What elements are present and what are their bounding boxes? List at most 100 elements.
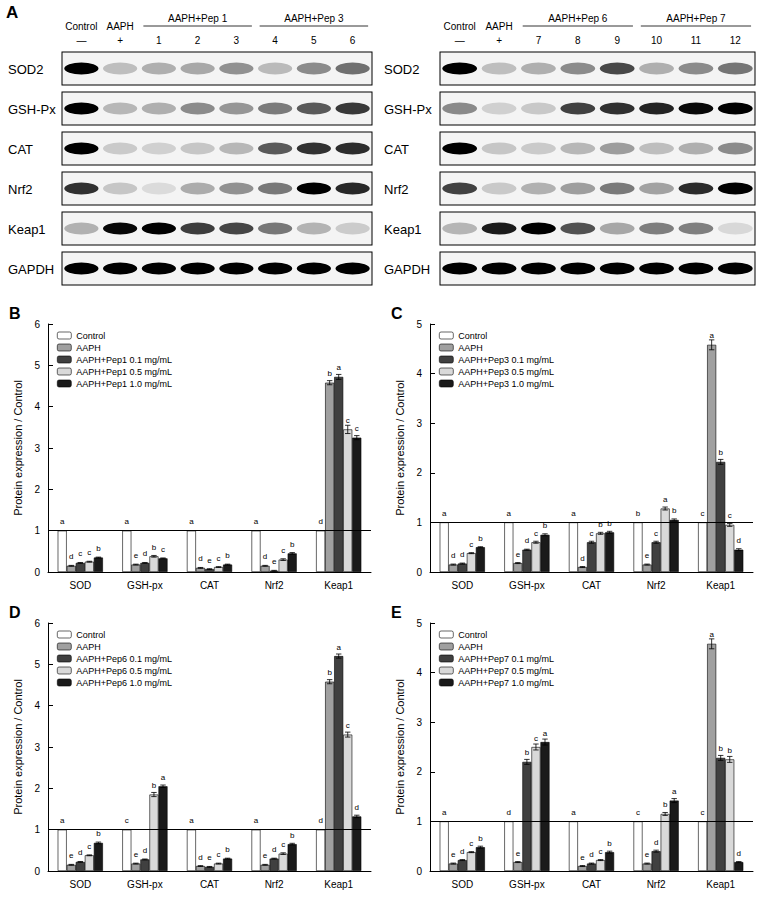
svg-text:AAPH+Pep1 1.0 mg/mL: AAPH+Pep1 1.0 mg/mL xyxy=(76,379,172,389)
svg-text:Control: Control xyxy=(65,21,97,32)
svg-text:AAPH+Pep3 1.0 mg/mL: AAPH+Pep3 1.0 mg/mL xyxy=(458,379,554,389)
svg-text:A: A xyxy=(6,3,18,22)
svg-text:5: 5 xyxy=(34,659,40,670)
svg-text:c: c xyxy=(701,808,705,817)
svg-text:c: c xyxy=(281,546,285,555)
svg-text:d: d xyxy=(198,853,202,862)
svg-text:SOD: SOD xyxy=(69,879,91,890)
svg-text:b: b xyxy=(718,744,723,753)
svg-text:1: 1 xyxy=(156,35,162,46)
svg-text:Nrf2: Nrf2 xyxy=(647,580,666,591)
svg-text:0: 0 xyxy=(416,866,422,877)
svg-text:7: 7 xyxy=(536,35,542,46)
svg-text:b: b xyxy=(598,520,603,529)
svg-text:d: d xyxy=(355,803,359,812)
svg-text:4: 4 xyxy=(272,35,278,46)
svg-text:a: a xyxy=(507,509,512,518)
svg-text:5: 5 xyxy=(416,618,422,629)
svg-text:a: a xyxy=(709,331,714,340)
svg-text:a: a xyxy=(189,816,194,825)
svg-text:d: d xyxy=(143,549,147,558)
svg-text:5: 5 xyxy=(311,35,317,46)
svg-text:D: D xyxy=(9,604,21,621)
svg-text:CAT: CAT xyxy=(582,580,601,591)
svg-text:Protein expression / Control: Protein expression / Control xyxy=(394,679,406,815)
svg-text:CAT: CAT xyxy=(582,879,601,890)
svg-text:b: b xyxy=(152,543,157,552)
svg-text:6: 6 xyxy=(350,35,356,46)
svg-text:2: 2 xyxy=(34,783,40,794)
svg-text:4: 4 xyxy=(34,401,40,412)
svg-text:AAPH: AAPH xyxy=(107,21,134,32)
svg-text:12: 12 xyxy=(730,35,742,46)
svg-text:SOD2: SOD2 xyxy=(8,62,43,77)
svg-text:c: c xyxy=(590,529,594,538)
svg-text:c: c xyxy=(346,416,350,425)
svg-text:GSH-Px: GSH-Px xyxy=(384,102,432,117)
svg-text:2: 2 xyxy=(416,766,422,777)
svg-text:GAPDH: GAPDH xyxy=(8,262,54,277)
svg-text:d: d xyxy=(525,536,529,545)
svg-text:e: e xyxy=(272,557,277,566)
svg-text:AAPH+Pep3 0.1 mg/mL: AAPH+Pep3 0.1 mg/mL xyxy=(458,355,554,365)
svg-text:b: b xyxy=(290,831,295,840)
svg-text:2: 2 xyxy=(416,467,422,478)
svg-text:GAPDH: GAPDH xyxy=(384,262,430,277)
svg-text:AAPH: AAPH xyxy=(485,21,512,32)
svg-text:d: d xyxy=(318,517,322,526)
svg-text:C: C xyxy=(391,305,403,322)
svg-text:c: c xyxy=(87,842,91,851)
svg-text:d: d xyxy=(198,554,202,563)
svg-text:d: d xyxy=(737,536,741,545)
svg-text:b: b xyxy=(152,781,157,790)
svg-text:Control: Control xyxy=(76,331,105,341)
svg-text:AAPH+Pep 3: AAPH+Pep 3 xyxy=(284,13,344,24)
svg-text:e: e xyxy=(207,556,212,565)
svg-text:e: e xyxy=(207,853,212,862)
svg-text:a: a xyxy=(442,808,447,817)
svg-text:c: c xyxy=(125,816,129,825)
svg-text:6: 6 xyxy=(34,319,40,330)
svg-text:d: d xyxy=(654,838,658,847)
svg-text:+: + xyxy=(117,35,123,46)
svg-text:a: a xyxy=(189,517,194,526)
svg-text:2: 2 xyxy=(34,484,40,495)
svg-text:AAPH: AAPH xyxy=(76,642,101,652)
svg-text:c: c xyxy=(599,847,603,856)
svg-text:e: e xyxy=(516,849,521,858)
svg-text:SOD: SOD xyxy=(69,580,91,591)
svg-text:b: b xyxy=(478,534,483,543)
svg-text:e: e xyxy=(69,851,74,860)
svg-text:Control: Control xyxy=(458,630,487,640)
svg-text:b: b xyxy=(672,506,677,515)
svg-text:GSH-Px: GSH-Px xyxy=(8,102,56,117)
svg-text:d: d xyxy=(507,808,511,817)
svg-text:b: b xyxy=(327,668,332,677)
svg-text:c: c xyxy=(78,549,82,558)
svg-text:c: c xyxy=(636,808,640,817)
svg-text:c: c xyxy=(534,529,538,538)
svg-text:d: d xyxy=(318,816,322,825)
svg-text:b: b xyxy=(636,509,641,518)
svg-text:GSH-px: GSH-px xyxy=(509,879,545,890)
svg-text:b: b xyxy=(225,551,230,560)
svg-text:AAPH+Pep 6: AAPH+Pep 6 xyxy=(548,13,608,24)
svg-text:d: d xyxy=(263,552,267,561)
svg-text:b: b xyxy=(478,834,483,843)
svg-text:5: 5 xyxy=(416,319,422,330)
svg-text:6: 6 xyxy=(34,618,40,629)
svg-text:4: 4 xyxy=(416,667,422,678)
svg-text:c: c xyxy=(654,529,658,538)
svg-text:Keap1: Keap1 xyxy=(384,222,422,237)
svg-text:b: b xyxy=(327,369,332,378)
svg-text:CAT: CAT xyxy=(200,879,219,890)
svg-text:a: a xyxy=(125,517,130,526)
svg-text:d: d xyxy=(272,845,276,854)
svg-text:—: — xyxy=(76,35,86,46)
svg-text:Nrf2: Nrf2 xyxy=(647,879,666,890)
svg-text:Control: Control xyxy=(444,21,476,32)
svg-text:Keap1: Keap1 xyxy=(8,222,46,237)
svg-text:e: e xyxy=(263,851,268,860)
svg-text:SOD: SOD xyxy=(451,879,473,890)
svg-text:AAPH: AAPH xyxy=(76,343,101,353)
